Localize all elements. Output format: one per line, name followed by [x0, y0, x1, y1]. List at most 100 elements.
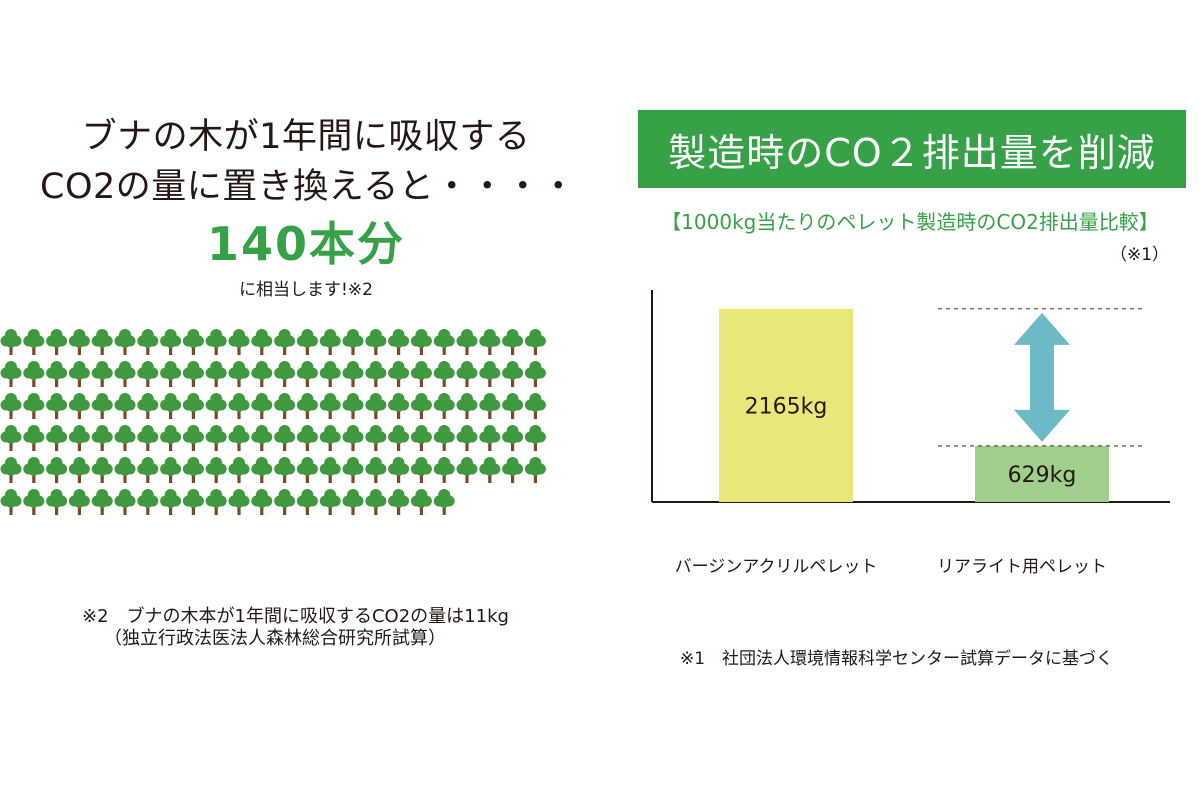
tree-icon: [251, 425, 273, 451]
tree-icon: [23, 329, 45, 355]
tree-icon: [433, 425, 455, 451]
tree-icon: [228, 329, 250, 355]
bar-chart: 2165kg バージンアクリルペレット 629kg リアライト用ペレット: [651, 290, 1170, 577]
tree-icon: [23, 361, 45, 387]
tree-icon: [0, 361, 22, 387]
tree-icon: [251, 393, 273, 419]
tree-icon: [137, 393, 159, 419]
tree-icon: [388, 425, 410, 451]
tree-icon: [433, 361, 455, 387]
tree-icon: [251, 361, 273, 387]
tree-icon: [160, 393, 182, 419]
tree-icon: [114, 393, 136, 419]
tree-icon: [0, 425, 22, 451]
tree-icon: [365, 457, 387, 483]
tree-icon: [479, 457, 501, 483]
tree-icon: [319, 425, 341, 451]
tree-icon: [502, 425, 524, 451]
tree-icon: [182, 329, 204, 355]
tree-icon: [182, 489, 204, 515]
tree-icon: [524, 457, 546, 483]
tree-icon: [68, 361, 90, 387]
tree-icon: [433, 393, 455, 419]
tree-icon: [342, 393, 364, 419]
tree-icon: [137, 329, 159, 355]
tree-icon: [433, 457, 455, 483]
data-label-2: 629kg: [1008, 463, 1077, 488]
tree-icon: [410, 361, 432, 387]
tree-icon: [274, 489, 296, 515]
tree-icon: [479, 393, 501, 419]
left-footnote-line-1: ※2 ブナの木本が1年間に吸収するCO2の量は11kg: [82, 606, 509, 627]
tree-icon: [228, 425, 250, 451]
tree-icon: [46, 489, 68, 515]
tree-icon: [114, 425, 136, 451]
tree-icon: [388, 393, 410, 419]
tree-icon: [68, 457, 90, 483]
tree-icon: [114, 329, 136, 355]
tree-icon: [68, 329, 90, 355]
tree-icon: [46, 425, 68, 451]
tree-icon: [251, 329, 273, 355]
tree-icon: [0, 393, 22, 419]
tree-icon: [91, 457, 113, 483]
tree-icon: [114, 457, 136, 483]
tree-icon: [205, 329, 227, 355]
tree-icon: [502, 329, 524, 355]
tree-icon: [456, 457, 478, 483]
tree-icon: [228, 457, 250, 483]
tree-icon: [479, 361, 501, 387]
tree-icon: [0, 457, 22, 483]
tree-icon: [91, 329, 113, 355]
headline-line-2: CO2の量に置き換えると・・・・: [40, 167, 577, 207]
tree-icon: [433, 329, 455, 355]
tree-icon: [388, 329, 410, 355]
tree-icon: [205, 361, 227, 387]
tree-icon: [524, 425, 546, 451]
tree-icon: [319, 489, 341, 515]
tree-icon: [456, 393, 478, 419]
tree-icon: [365, 489, 387, 515]
tree-icon: [296, 361, 318, 387]
tree-icon: [479, 329, 501, 355]
tree-icon: [46, 393, 68, 419]
tree-icon: [68, 489, 90, 515]
tree-icon: [456, 361, 478, 387]
tree-icon: [456, 425, 478, 451]
tree-icon: [23, 489, 45, 515]
tree-icon: [410, 393, 432, 419]
tree-icon: [205, 489, 227, 515]
tree-icon: [502, 457, 524, 483]
tree-icon: [274, 457, 296, 483]
tree-icon: [137, 457, 159, 483]
equivalent-text: に相当します!※2: [239, 280, 373, 300]
tree-icon: [137, 361, 159, 387]
tree-icon: [68, 425, 90, 451]
tree-icon: [23, 457, 45, 483]
tree-icon: [433, 489, 455, 515]
tree-icon: [91, 425, 113, 451]
tree-icon: [296, 425, 318, 451]
tree-icon: [182, 361, 204, 387]
tree-icon: [0, 329, 22, 355]
tree-icon: [205, 457, 227, 483]
tree-icon: [251, 457, 273, 483]
tree-icon: [137, 425, 159, 451]
tree-icon: [68, 393, 90, 419]
tree-icon: [319, 361, 341, 387]
tree-icon: [524, 329, 546, 355]
tree-icon: [342, 361, 364, 387]
bar-1: [719, 308, 853, 502]
tree-icon: [91, 393, 113, 419]
left-headline: ブナの木が1年間に吸収する CO2の量に置き換えると・・・・: [40, 112, 577, 212]
tree-icon: [251, 489, 273, 515]
tree-icon: [388, 489, 410, 515]
tree-icon: [23, 393, 45, 419]
headline-line-1: ブナの木が1年間に吸収する: [81, 117, 531, 157]
tree-icon: [296, 329, 318, 355]
tree-icon: [365, 393, 387, 419]
tree-icon: [296, 489, 318, 515]
tree-icon: [342, 425, 364, 451]
tree-icon: [274, 329, 296, 355]
data-label-1: 2165kg: [745, 394, 828, 419]
